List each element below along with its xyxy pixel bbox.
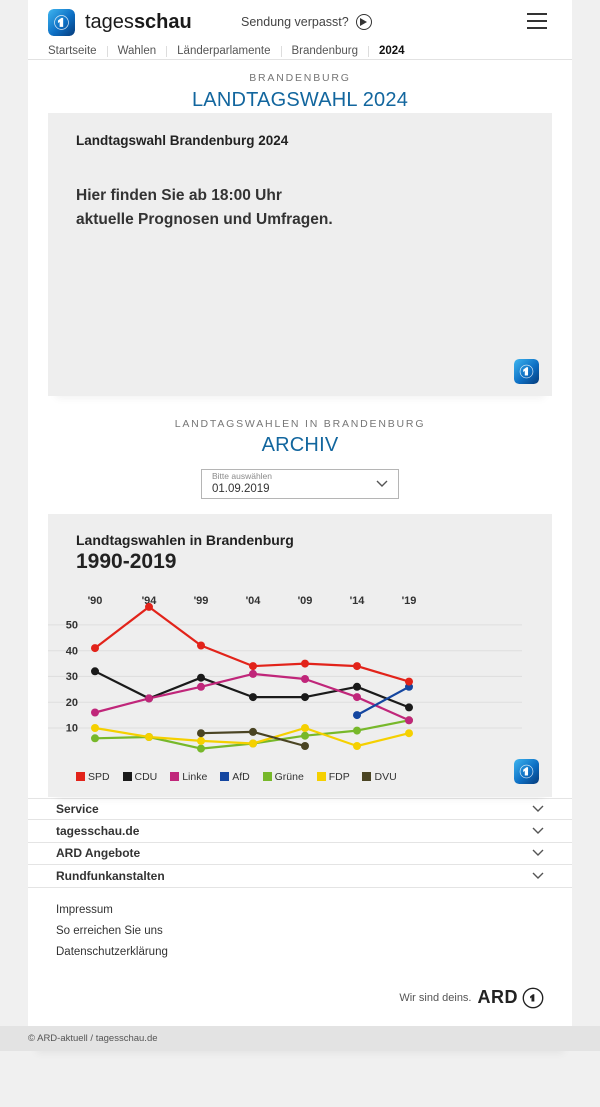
svg-text:20: 20 (66, 697, 78, 709)
svg-text:10: 10 (66, 723, 78, 735)
svg-text:30: 30 (66, 671, 78, 683)
svg-text:'14: '14 (350, 595, 366, 607)
svg-text:'09: '09 (298, 595, 313, 607)
svg-text:'99: '99 (194, 595, 209, 607)
svg-text:'90: '90 (88, 595, 103, 607)
svg-text:'19: '19 (402, 595, 417, 607)
svg-text:'04: '04 (246, 595, 262, 607)
svg-text:50: 50 (66, 620, 78, 632)
svg-text:40: 40 (66, 645, 78, 657)
